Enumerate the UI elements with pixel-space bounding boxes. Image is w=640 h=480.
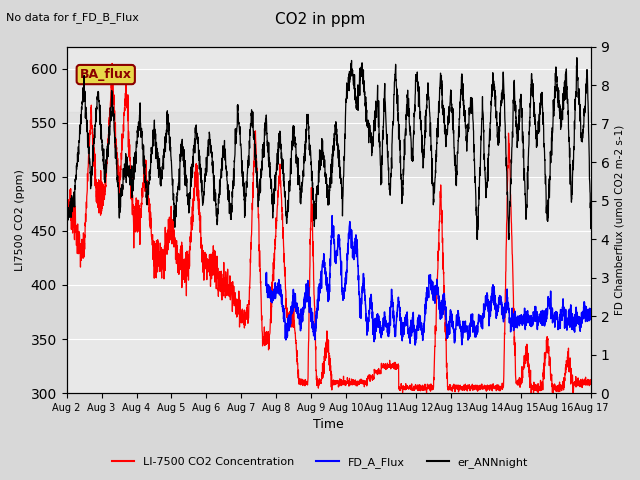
Y-axis label: FD Chamberflux (umol CO2 m-2 s-1): FD Chamberflux (umol CO2 m-2 s-1) — [615, 125, 625, 315]
Legend: LI-7500 CO2 Concentration, FD_A_Flux, er_ANNnight: LI-7500 CO2 Concentration, FD_A_Flux, er… — [108, 452, 532, 472]
X-axis label: Time: Time — [314, 419, 344, 432]
Y-axis label: LI7500 CO2 (ppm): LI7500 CO2 (ppm) — [15, 169, 25, 271]
Text: CO2 in ppm: CO2 in ppm — [275, 12, 365, 27]
Text: No data for f_FD_B_Flux: No data for f_FD_B_Flux — [6, 12, 140, 23]
Bar — [67, 112, 591, 177]
Text: BA_flux: BA_flux — [80, 68, 132, 81]
